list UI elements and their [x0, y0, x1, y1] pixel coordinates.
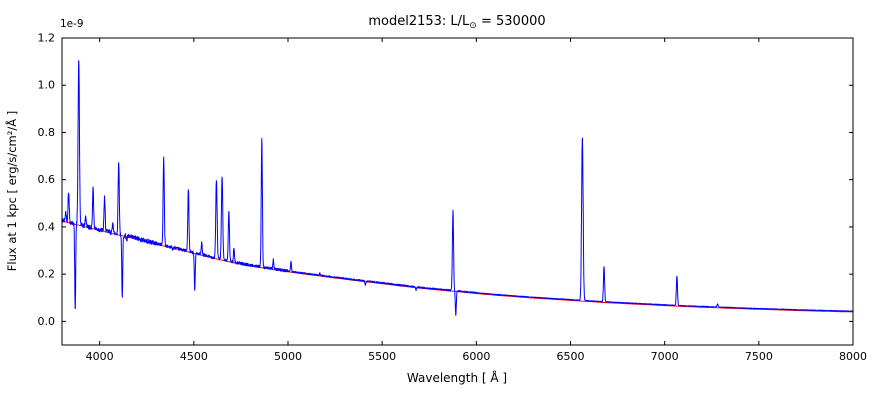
y-tick-label: 0.0 [38, 315, 56, 328]
plot-background [62, 38, 853, 345]
x-tick-label: 7500 [745, 350, 773, 363]
x-tick-label: 8000 [839, 350, 867, 363]
spectrum-line [62, 60, 853, 316]
y-axis-offset-label: 1e-9 [60, 18, 84, 30]
y-tick-label: 0.8 [38, 126, 56, 139]
y-tick-label: 0.2 [38, 268, 56, 281]
x-tick-label: 4500 [180, 350, 208, 363]
axis-ticks [62, 37, 854, 345]
y-axis-label: Flux at 1 kpc [ erg/s/cm²/Å ] [4, 111, 19, 271]
y-tick-label: 1.2 [38, 32, 56, 45]
plot-title-suffix: = 530000 [477, 14, 546, 29]
x-tick-label: 6000 [462, 350, 490, 363]
plot-title-prefix: model2153: L/L [368, 14, 470, 29]
y-tick-label: 0.6 [38, 173, 56, 186]
plot-title-sun-symbol: ⊙ [469, 21, 477, 31]
axis-tick-labels: 4000 4500 5000 5500 6000 6500 7000 7500 8000 0.0 0… [38, 32, 868, 364]
y-tick-label: 0.4 [38, 220, 56, 233]
x-tick-label: 7000 [651, 350, 679, 363]
y-tick-label: 1.0 [38, 79, 56, 92]
plot-title: model2153: L/L⊙ = 530000 [368, 14, 545, 31]
series-group [62, 60, 853, 316]
axes-frame [61, 37, 854, 346]
x-axis-label: Wavelength [ Å ] [407, 370, 507, 385]
x-tick-label: 5500 [368, 350, 396, 363]
x-tick-label: 6500 [557, 350, 585, 363]
x-tick-label: 4000 [86, 350, 114, 363]
x-tick-label: 5000 [274, 350, 302, 363]
